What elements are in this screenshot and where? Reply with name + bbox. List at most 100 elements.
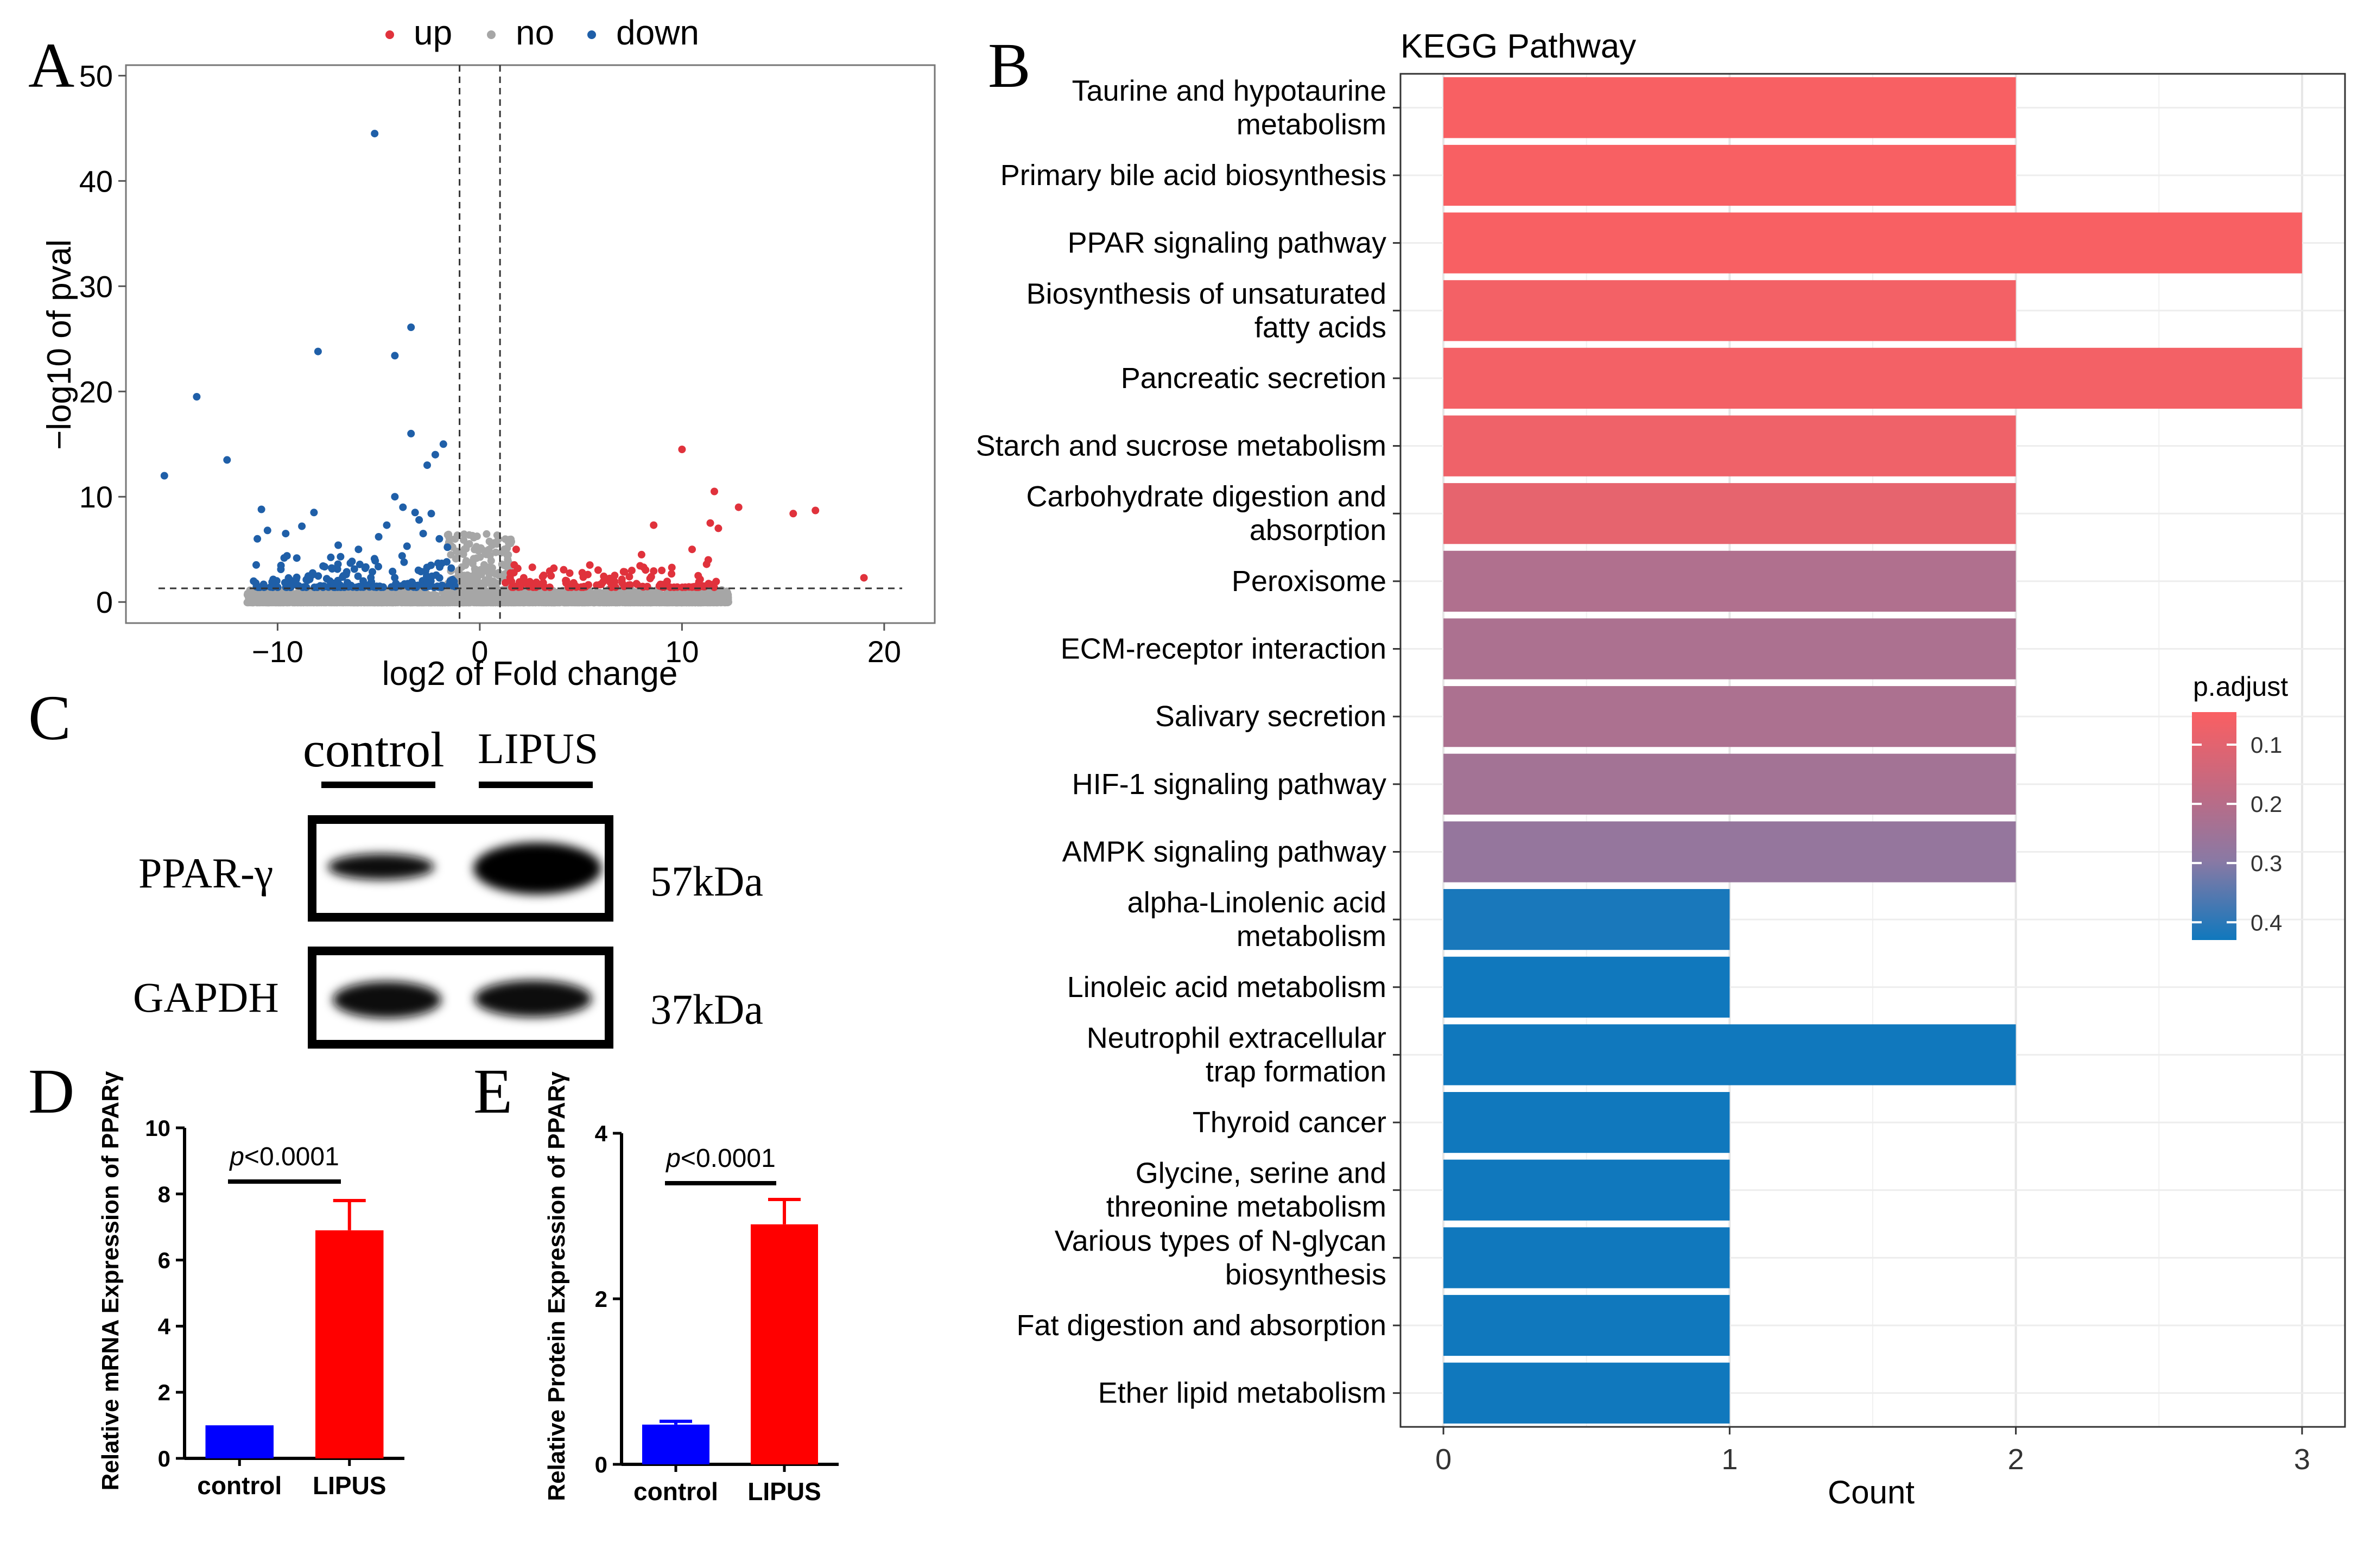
volcano-point-no [458,585,466,593]
legend-up-label: up [414,13,452,52]
mrna-bar-control [205,1425,274,1458]
kegg-chart-title: KEGG Pathway [1400,28,1636,65]
volcano-point-up [586,561,594,569]
volcano-point-down [427,510,435,518]
western-blot: C control LIPUS PPAR-γ 57kDa GAPDH 37kDa [28,682,763,1049]
volcano-point-down [407,429,415,437]
volcano-point-down [253,535,262,543]
volcano-point-no [473,532,481,541]
volcano-point-down [423,461,431,469]
protein-bar-lipus [751,1224,818,1465]
volcano-point-down [371,130,379,138]
volcano-point-up [569,579,578,587]
protein-x-tick-label: LIPUS [747,1477,821,1506]
volcano-point-down [310,583,319,592]
volcano-point-no [462,557,470,565]
legend-down-label: down [616,13,699,52]
volcano-point-no [505,595,513,603]
volcano-point-no [713,599,721,607]
volcano-point-no [492,548,500,556]
volcano-point-no [484,563,492,572]
volcano-point-down [327,553,335,561]
volcano-point-down [423,579,432,587]
volcano-point-no [633,594,641,602]
volcano-point-down [379,583,387,591]
volcano-point-down [391,352,399,360]
kegg-bar [1443,1024,2016,1085]
volcano-point-down [375,533,383,541]
padjust-tick-label: 0.3 [2251,850,2282,876]
protein-bars: 0 2 4 control LIPUS [595,1121,839,1506]
volcano-point-up [565,583,573,591]
volcano-point-down [252,561,260,569]
volcano-point-down [329,579,338,587]
volcano-point-no [597,598,605,606]
kegg-bar [1443,347,2302,409]
volcano-point-no [498,598,506,606]
blot-bands-gapdh [333,980,592,1018]
volcano-point-no [573,598,581,606]
legend-no-marker [487,30,496,39]
volcano-point-no [608,597,616,605]
volcano-point-no [595,589,603,597]
volcano-point-no [422,598,430,606]
protein-expression-chart: E Relative Protein Expression of PPARγ 0… [473,1056,839,1506]
volcano-point-up [712,577,720,586]
kegg-x-tick-label: 3 [2294,1443,2310,1476]
volcano-point-down [383,521,391,529]
volcano-point-no [378,599,386,607]
volcano-point-no [491,581,499,589]
panel-letter-a: A [28,30,74,101]
mrna-y-tick-label: 10 [145,1115,170,1141]
volcano-point-up [612,583,619,591]
kegg-bars [1443,77,2302,1424]
kegg-category-label: Linoleic acid metabolism [1067,971,1386,1004]
volcano-point-no [481,580,489,588]
volcano-point-down [261,583,269,591]
blot-band-gapdh-control [333,981,441,1018]
volcano-point-up [860,574,868,582]
volcano-point-up [705,580,713,588]
volcano-point-no [295,588,302,596]
volcano-point-no [582,599,590,607]
kegg-bar [1443,212,2302,274]
volcano-point-down [263,526,271,535]
volcano-point-no [429,599,438,607]
volcano-point-no [276,590,284,598]
kegg-bar [1443,753,2016,815]
kegg-category-label: Biosynthesis of unsaturated fatty acids [1026,277,1386,344]
volcano-point-no [468,560,477,568]
kegg-bar [1443,1294,1730,1356]
volcano-point-no [455,566,463,574]
volcano-point-up [628,567,636,575]
volcano-y-tick-label: 30 [79,269,113,303]
kegg-bar [1443,77,2016,138]
volcano-point-down [283,552,291,560]
volcano-point-down [407,323,415,331]
volcano-point-up [650,567,658,575]
volcano-point-up [666,583,674,591]
volcano-point-down [435,535,443,543]
blot-lane-label-lipus: LIPUS [478,725,598,773]
blot-band-gapdh-lipus [474,980,592,1017]
volcano-point-up [789,510,797,518]
volcano-point-up [734,503,743,511]
volcano-point-up [506,569,515,577]
volcano-point-down [419,530,427,538]
volcano-point-no [465,540,473,548]
volcano-point-no [291,595,300,603]
volcano-point-down [447,564,455,572]
volcano-point-down [431,450,439,459]
volcano-point-down [443,558,451,566]
volcano-point-up [647,573,655,581]
volcano-point-no [383,592,391,600]
volcano-point-no [405,597,413,605]
volcano-point-down [361,564,369,573]
mrna-y-tick-label: 4 [158,1313,171,1339]
blot-lane-bar-control [321,782,435,788]
kegg-category-label: Fat digestion and absorption [1017,1309,1386,1342]
volcano-point-down [392,583,400,591]
volcano-point-down [337,553,345,561]
volcano-point-up [658,567,666,574]
